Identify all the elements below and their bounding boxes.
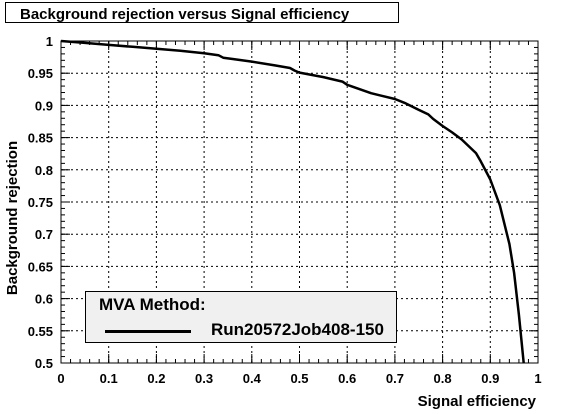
legend: MVA Method: Run20572Job408-150 — [85, 291, 397, 343]
y-tick-label: 0.85 — [28, 131, 53, 146]
tick-labels: 0 0.1 0.2 0.3 0.4 0.5 0.6 0.7 0.8 0.9 1 0.5 0.55 0.6 0… — [28, 34, 542, 386]
x-tick-label: 0.5 — [290, 371, 308, 386]
y-tick-label: 0.5 — [35, 356, 53, 371]
chart-title: Background rejection versus Signal effic… — [20, 6, 350, 23]
y-tick-label: 0.95 — [28, 66, 53, 81]
y-tick-label: 0.8 — [35, 163, 53, 178]
chart-title-box: Background rejection versus Signal effic… — [5, 2, 399, 23]
y-tick-label: 0.65 — [28, 259, 53, 274]
legend-header: MVA Method: — [99, 295, 206, 314]
x-tick-label: 0 — [57, 371, 64, 386]
x-tick-label: 1 — [534, 371, 541, 386]
series-line — [60, 39, 525, 364]
x-axis-title: Signal efficiency — [418, 393, 537, 410]
x-tick-label: 0.1 — [100, 371, 118, 386]
x-tick-label: 0.2 — [147, 371, 165, 386]
x-tick-label: 0.9 — [481, 371, 499, 386]
x-tick-label: 0.8 — [434, 371, 452, 386]
x-tick-label: 0.3 — [195, 371, 213, 386]
y-tick-label: 0.7 — [35, 227, 53, 242]
y-tick-label: 0.6 — [35, 292, 53, 307]
x-tick-label: 0.4 — [243, 371, 262, 386]
grid — [61, 41, 538, 363]
legend-series-label: Run20572Job408-150 — [211, 320, 384, 339]
y-tick-label: 1 — [46, 34, 53, 49]
y-axis-title: Background rejection — [4, 141, 21, 295]
legend-line-swatch — [105, 330, 191, 333]
y-tick-label: 0.75 — [28, 195, 53, 210]
x-tick-label: 0.7 — [386, 371, 404, 386]
series-group — [60, 39, 525, 364]
y-tick-label: 0.9 — [35, 98, 53, 113]
y-tick-label: 0.55 — [28, 324, 53, 339]
x-tick-label: 0.6 — [338, 371, 356, 386]
